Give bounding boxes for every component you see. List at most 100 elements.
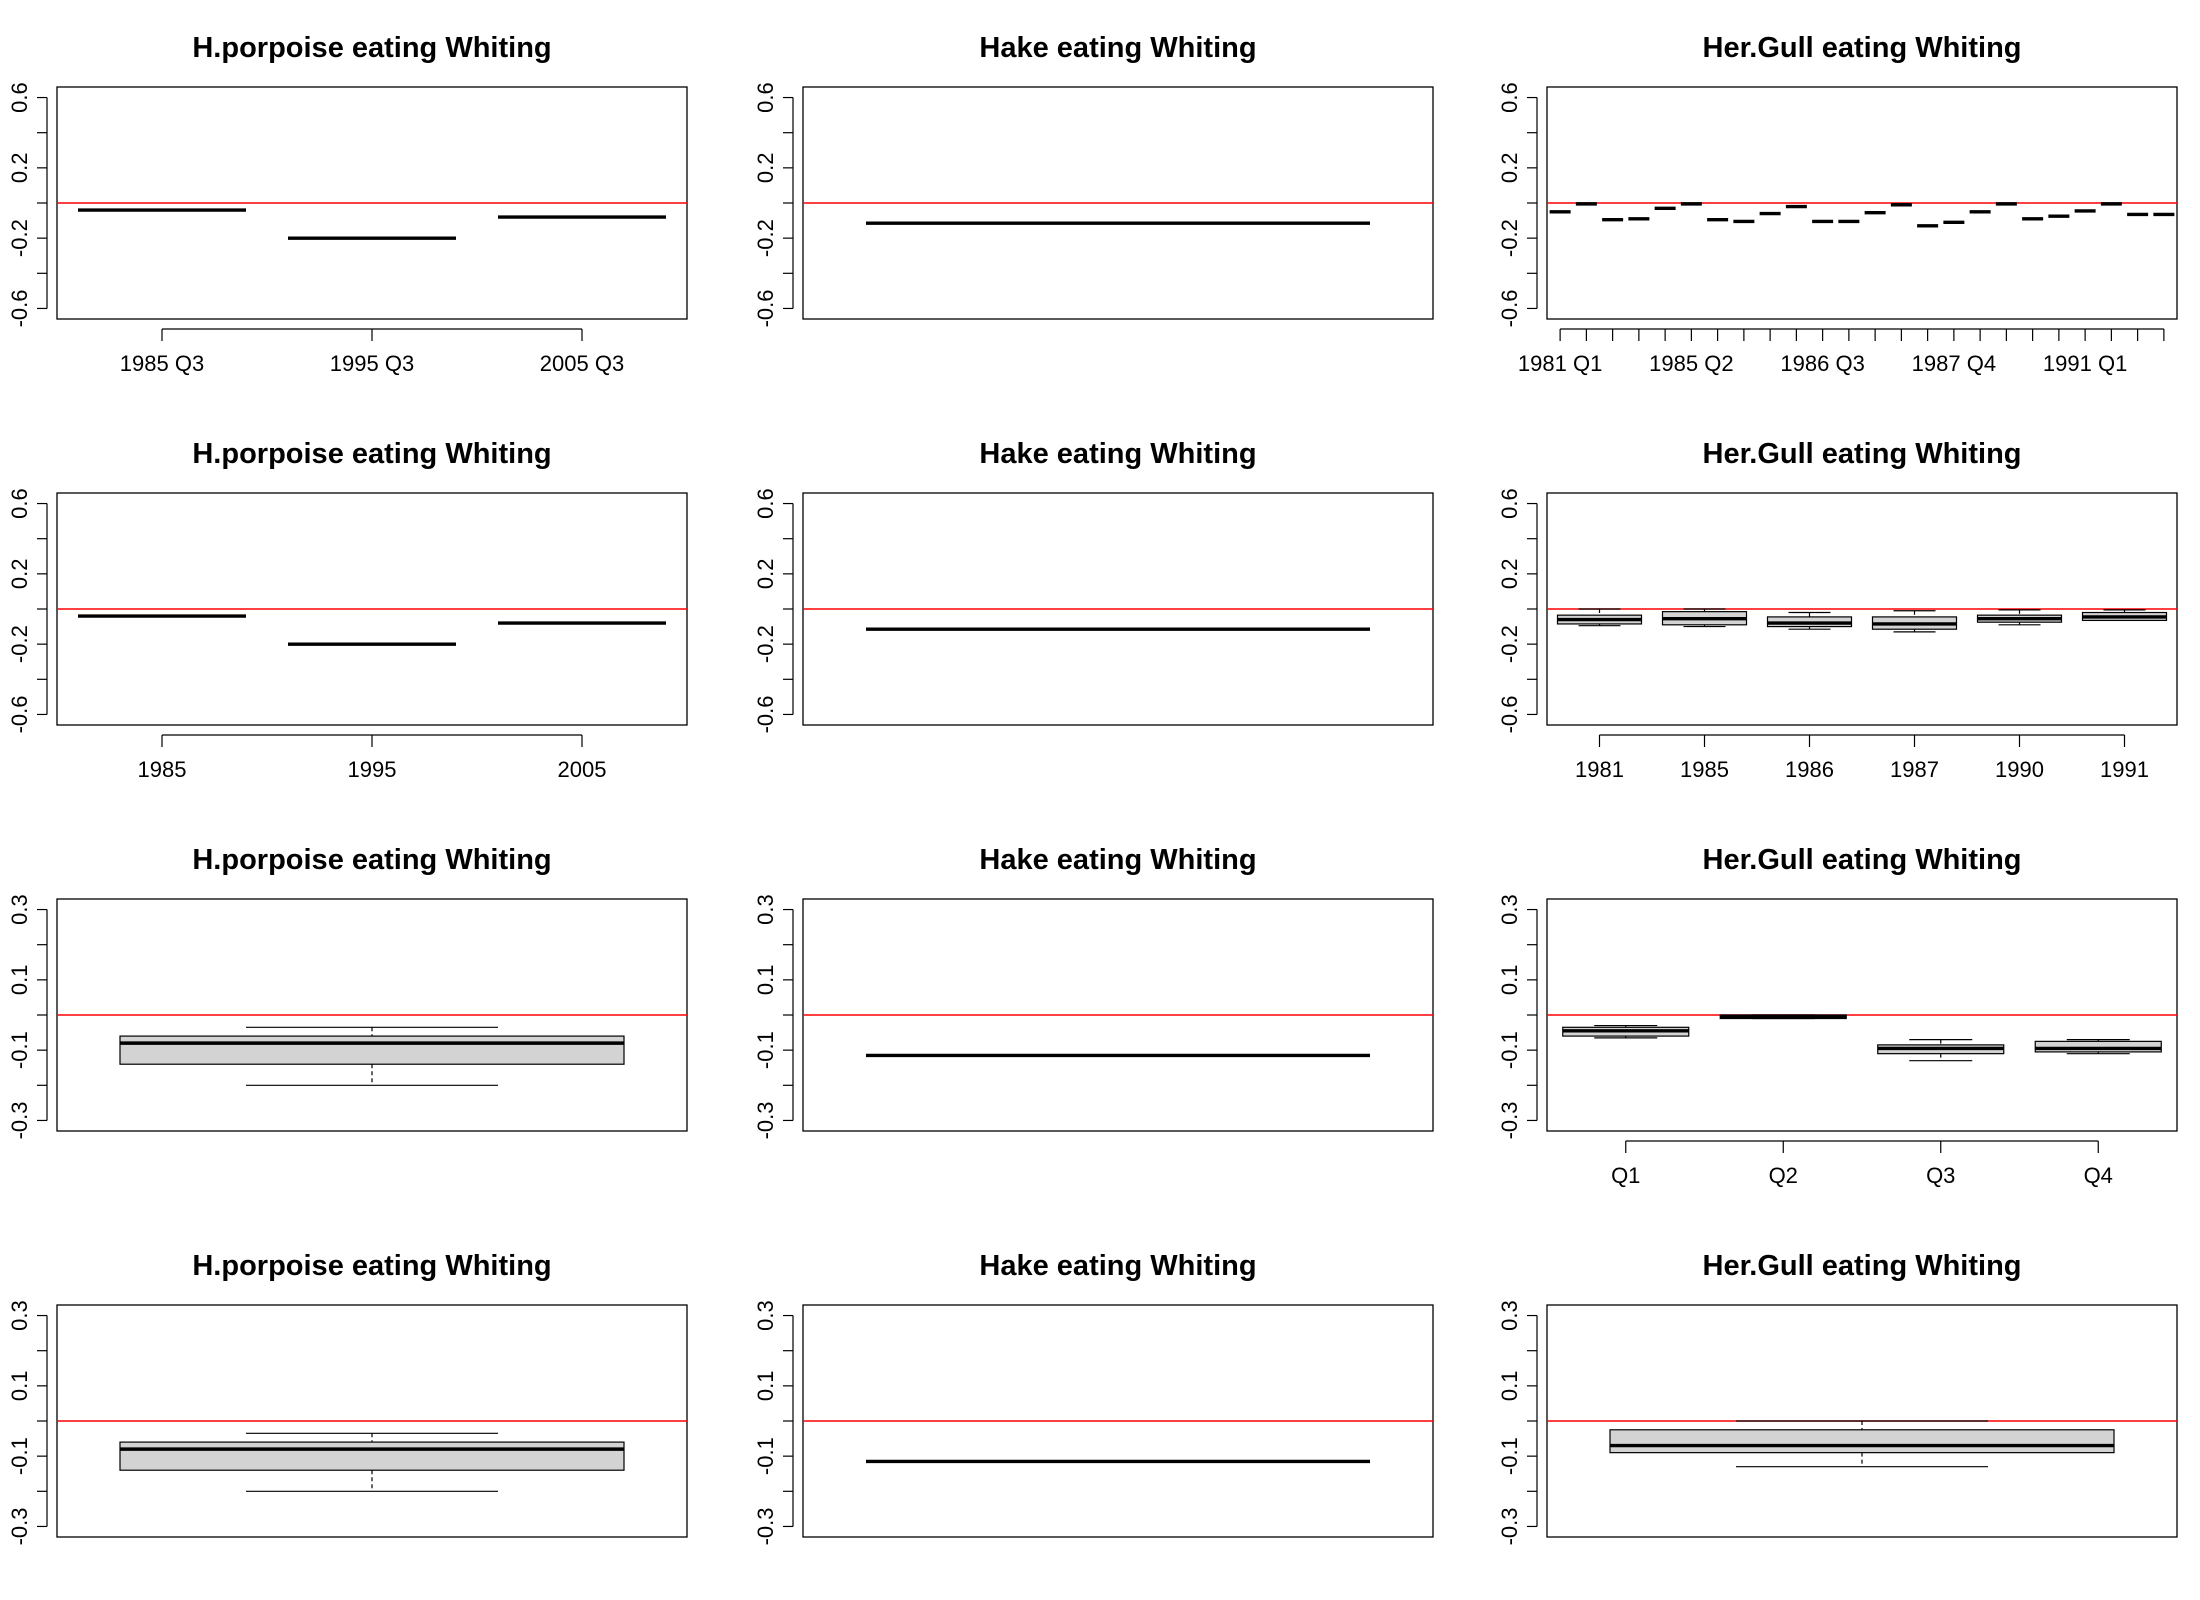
chart-panel-8: Hake eating Whiting -0.3 -0.1 0.1 0.3 — [753, 844, 1434, 1139]
chart-panel-9: Her.Gull eating Whiting -0.3 -0.1 0.1 0.3 Q1 Q… — [1497, 844, 2178, 1188]
chart-title: H.porpoise eating Whiting — [192, 844, 551, 876]
y-tick-label: 0.2 — [7, 559, 32, 590]
box-body — [119, 1035, 625, 1065]
y-tick-label: 0.6 — [753, 82, 778, 113]
chart-title: H.porpoise eating Whiting — [192, 1250, 551, 1282]
box-3 — [1766, 611, 1853, 630]
x-tick-label: 1987 Q4 — [1912, 351, 1996, 376]
y-tick-label: -0.6 — [7, 695, 32, 733]
y-tick-label: -0.6 — [7, 289, 32, 327]
chart-panel-1: H.porpoise eating Whiting -0.6 -0.2 0.2 0.6 1… — [7, 32, 688, 376]
y-tick-label: -0.1 — [1497, 1031, 1522, 1069]
y-tick-label: -0.6 — [1497, 289, 1522, 327]
y-tick-label: -0.2 — [1497, 625, 1522, 663]
x-tick-label: 1995 Q3 — [330, 351, 414, 376]
x-tick-label: Q3 — [1926, 1163, 1955, 1188]
y-tick-label: 0.2 — [1497, 559, 1522, 590]
y-tick-label: -0.3 — [7, 1507, 32, 1545]
box-body — [1609, 1429, 2115, 1454]
y-tick-label: -0.2 — [7, 625, 32, 663]
y-tick-label: -0.3 — [753, 1507, 778, 1545]
y-tick-label: -0.6 — [753, 695, 778, 733]
chart-title: Her.Gull eating Whiting — [1703, 1250, 2022, 1282]
x-tick-label: 1987 — [1890, 757, 1939, 782]
chart-title: H.porpoise eating Whiting — [192, 438, 551, 470]
chart-title: H.porpoise eating Whiting — [192, 32, 551, 64]
y-tick-label: -0.2 — [7, 219, 32, 257]
chart-panel-6: Her.Gull eating Whiting -0.6 -0.2 0.2 0.6 198… — [1497, 438, 2178, 782]
box-1 — [119, 1026, 625, 1086]
y-tick-label: 0.2 — [753, 559, 778, 590]
x-tick-label: 2005 — [558, 757, 607, 782]
y-tick-label: 0.3 — [7, 1300, 32, 1331]
chart-panel-5: Hake eating Whiting -0.6 -0.2 0.2 0.6 — [753, 438, 1434, 733]
y-tick-label: 0.3 — [1497, 894, 1522, 925]
x-tick-label: 1991 Q1 — [2043, 351, 2127, 376]
x-tick-label: 1981 Q1 — [1518, 351, 1602, 376]
y-tick-label: -0.2 — [1497, 219, 1522, 257]
y-tick-label: 0.2 — [7, 153, 32, 184]
chart-panel-12: Her.Gull eating Whiting -0.3 -0.1 0.1 0.3 — [1497, 1250, 2178, 1545]
y-tick-label: -0.3 — [1497, 1507, 1522, 1545]
y-tick-label: 0.3 — [7, 894, 32, 925]
y-tick-label: -0.1 — [7, 1437, 32, 1475]
x-tick-label: 1985 Q3 — [120, 351, 204, 376]
chart-panel-3: Her.Gull eating Whiting -0.6 -0.2 0.2 0.6 198… — [1497, 32, 2178, 376]
y-tick-label: 0.6 — [7, 82, 32, 113]
y-tick-label: -0.6 — [753, 289, 778, 327]
x-tick-label: 1986 Q3 — [1780, 351, 1864, 376]
x-tick-label: 1985 — [1680, 757, 1729, 782]
chart-panel-7: H.porpoise eating Whiting -0.3 -0.1 0.1 0.3 — [7, 844, 688, 1139]
y-tick-label: 0.3 — [753, 894, 778, 925]
y-tick-label: -0.1 — [7, 1031, 32, 1069]
chart-panel-10: H.porpoise eating Whiting -0.3 -0.1 0.1 0.3 — [7, 1250, 688, 1545]
x-tick-label: 1995 — [348, 757, 397, 782]
chart-panel-2: Hake eating Whiting -0.6 -0.2 0.2 0.6 — [753, 32, 1434, 327]
x-tick-label: Q2 — [1769, 1163, 1798, 1188]
x-tick-label: 1990 — [1995, 757, 2044, 782]
box-1 — [1609, 1420, 2115, 1468]
chart-panel-11: Hake eating Whiting -0.3 -0.1 0.1 0.3 — [753, 1250, 1434, 1545]
y-tick-label: -0.6 — [1497, 695, 1522, 733]
chart-title: Her.Gull eating Whiting — [1703, 438, 2022, 470]
box-body — [119, 1441, 625, 1471]
y-tick-label: -0.1 — [753, 1437, 778, 1475]
chart-title: Hake eating Whiting — [979, 438, 1256, 470]
y-tick-label: 0.6 — [753, 488, 778, 519]
y-tick-label: -0.1 — [753, 1031, 778, 1069]
box-4 — [1871, 610, 1958, 633]
y-tick-label: 0.1 — [1497, 1371, 1522, 1402]
y-tick-label: 0.2 — [753, 153, 778, 184]
y-tick-label: -0.3 — [1497, 1101, 1522, 1139]
x-tick-label: 1985 — [138, 757, 187, 782]
y-tick-label: 0.2 — [1497, 153, 1522, 184]
box-2 — [1719, 1014, 1847, 1020]
y-tick-label: 0.1 — [7, 965, 32, 996]
chart-title: Her.Gull eating Whiting — [1703, 844, 2022, 876]
y-tick-label: 0.6 — [7, 488, 32, 519]
x-tick-label: 1985 Q2 — [1649, 351, 1733, 376]
x-tick-label: Q1 — [1611, 1163, 1640, 1188]
y-tick-label: 0.1 — [753, 1371, 778, 1402]
y-tick-label: 0.1 — [753, 965, 778, 996]
chart-title: Hake eating Whiting — [979, 32, 1256, 64]
y-tick-label: 0.1 — [1497, 965, 1522, 996]
y-tick-label: 0.1 — [7, 1371, 32, 1402]
x-tick-label: 2005 Q3 — [540, 351, 624, 376]
chart-title: Hake eating Whiting — [979, 844, 1256, 876]
x-tick-label: 1981 — [1575, 757, 1624, 782]
y-tick-label: -0.2 — [753, 219, 778, 257]
y-tick-label: 0.3 — [753, 1300, 778, 1331]
y-tick-label: -0.1 — [1497, 1437, 1522, 1475]
box-6 — [2081, 609, 2168, 622]
box-1 — [119, 1432, 625, 1492]
x-tick-label: 1986 — [1785, 757, 1834, 782]
chart-panel-4: H.porpoise eating Whiting -0.6 -0.2 0.2 0.6 1… — [7, 438, 688, 782]
box-5 — [1976, 609, 2063, 626]
box-body — [2034, 1040, 2162, 1053]
y-tick-label: -0.2 — [753, 625, 778, 663]
box-1 — [1562, 1024, 1690, 1039]
y-tick-label: -0.3 — [7, 1101, 32, 1139]
box-2 — [1661, 608, 1748, 628]
